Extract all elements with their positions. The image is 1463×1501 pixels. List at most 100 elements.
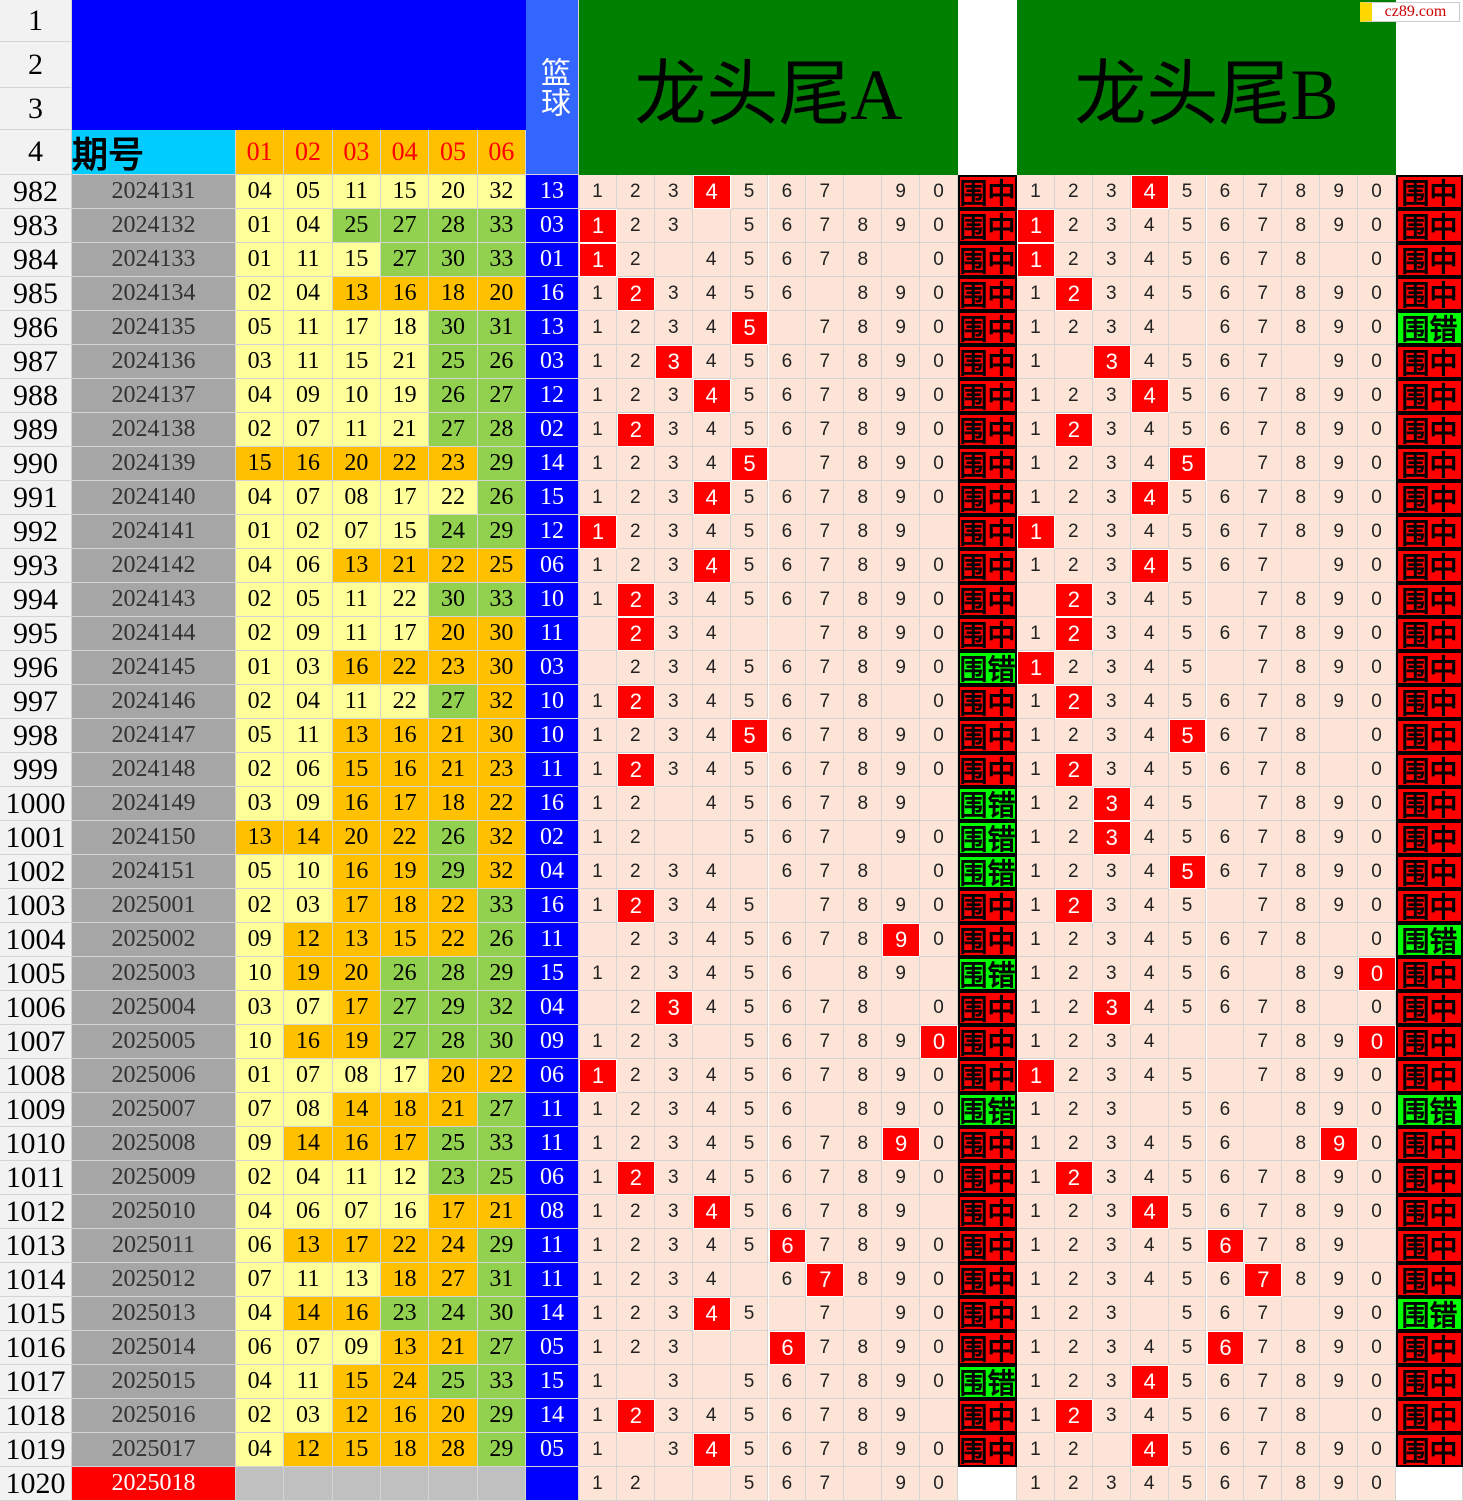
digit-cell: 6 (1206, 175, 1245, 209)
digit-cell: 2 (616, 923, 655, 957)
period: 2025007 (72, 1093, 236, 1127)
digit-cell: 4 (692, 583, 731, 617)
basket: 15 (526, 957, 579, 991)
digit-cell: 1 (1017, 1331, 1055, 1365)
digit-cell: 5 (730, 787, 769, 821)
basket: 06 (526, 1161, 579, 1195)
digit-cell: 4 (692, 243, 731, 277)
digit-cell: 5 (1168, 1161, 1207, 1195)
digit-cell: 1 (1017, 1399, 1055, 1433)
digit-cell: 8 (844, 1195, 883, 1229)
result: 围中 (958, 1399, 1017, 1433)
ball: 26 (429, 821, 478, 855)
digit-cell: 6 (768, 1059, 807, 1093)
digit-cell: 7 (806, 855, 845, 889)
digit-cell: 2 (1054, 1195, 1093, 1229)
period: 2025018 (72, 1467, 236, 1501)
digit-cell: 8 (1282, 1433, 1321, 1467)
digit-cell: 0 (1358, 651, 1396, 685)
ball: 03 (236, 345, 285, 379)
basket: 11 (526, 1263, 579, 1297)
digit-cell: 5 (1168, 685, 1207, 719)
digit-cell: 5 (1168, 583, 1207, 617)
digit-cell: 3 (654, 957, 693, 991)
digit-cell (1320, 1399, 1359, 1433)
digit-cell: 5 (730, 549, 769, 583)
ball: 01 (236, 1059, 285, 1093)
digit-cell: 3 (1092, 923, 1131, 957)
digit-cell: 8 (1282, 515, 1321, 549)
basket-header: 篮球 (526, 0, 579, 175)
digit-cell: 0 (1358, 1059, 1396, 1093)
result: 围中 (1396, 1365, 1463, 1399)
digit-cell: 8 (1282, 277, 1321, 311)
digit-cell: 3 (654, 413, 693, 447)
digit-cell: 8 (844, 1127, 883, 1161)
ball: 21 (381, 549, 430, 583)
ball: 18 (381, 1093, 430, 1127)
digit-cell: 4 (692, 1127, 731, 1161)
basket: 10 (526, 583, 579, 617)
row-number: 1009 (0, 1093, 72, 1127)
digit-cell: 4 (692, 617, 731, 651)
result: 围中 (1396, 1059, 1463, 1093)
digit-cell (654, 243, 693, 277)
ball: 14 (284, 1297, 333, 1331)
digit-cell: 9 (882, 413, 921, 447)
result: 围中 (1396, 651, 1463, 685)
digit-cell: 4 (692, 1161, 731, 1195)
digit-cell: 1 (579, 1059, 617, 1093)
digit-cell: 6 (1206, 1331, 1245, 1365)
ball: 24 (429, 1229, 478, 1263)
digit-cell (920, 515, 958, 549)
digit-cell: 9 (882, 481, 921, 515)
digit-cell: 9 (1320, 651, 1359, 685)
digit-cell: 7 (1244, 1195, 1283, 1229)
digit-cell: 9 (882, 1195, 921, 1229)
digit-cell: 1 (1017, 957, 1055, 991)
digit-cell (882, 243, 921, 277)
digit-cell: 0 (1358, 787, 1396, 821)
digit-cell: 3 (1092, 1161, 1131, 1195)
digit-cell: 6 (768, 243, 807, 277)
digit-cell (1282, 345, 1321, 379)
digit-cell: 3 (1092, 651, 1131, 685)
ball: 22 (429, 889, 478, 923)
digit-cell: 6 (1206, 413, 1245, 447)
digit-cell: 8 (1282, 1229, 1321, 1263)
digit-cell: 5 (1168, 413, 1207, 447)
ball: 16 (381, 277, 430, 311)
digit-cell: 5 (1168, 1127, 1207, 1161)
digit-cell: 1 (579, 1195, 617, 1229)
digit-cell: 3 (1092, 889, 1131, 923)
digit-cell (579, 651, 617, 685)
digit-cell (768, 447, 807, 481)
digit-cell: 0 (920, 991, 958, 1025)
digit-cell: 7 (806, 787, 845, 821)
ball: 07 (236, 1263, 285, 1297)
basket: 02 (526, 413, 579, 447)
digit-cell: 6 (1206, 311, 1245, 345)
ball: 09 (332, 1331, 381, 1365)
digit-cell: 8 (844, 583, 883, 617)
digit-cell: 0 (920, 855, 958, 889)
digit-cell: 2 (1054, 1467, 1093, 1501)
digit-cell: 2 (1054, 175, 1093, 209)
digit-cell: 7 (806, 1399, 845, 1433)
digit-cell (1168, 1025, 1207, 1059)
digit-cell: 8 (1282, 1025, 1321, 1059)
ball: 12 (332, 1399, 381, 1433)
digit-cell: 7 (806, 1331, 845, 1365)
ball: 04 (284, 685, 333, 719)
row-number: 988 (0, 379, 72, 413)
digit-cell: 1 (579, 889, 617, 923)
digit-cell: 1 (579, 855, 617, 889)
ball: 27 (381, 991, 430, 1025)
period: 2025013 (72, 1297, 236, 1331)
digit-cell: 2 (1054, 1331, 1093, 1365)
digit-cell: 2 (1054, 1127, 1093, 1161)
ball: 27 (429, 1263, 478, 1297)
ball (284, 1467, 333, 1501)
digit-cell: 3 (1092, 855, 1131, 889)
ball: 25 (429, 345, 478, 379)
